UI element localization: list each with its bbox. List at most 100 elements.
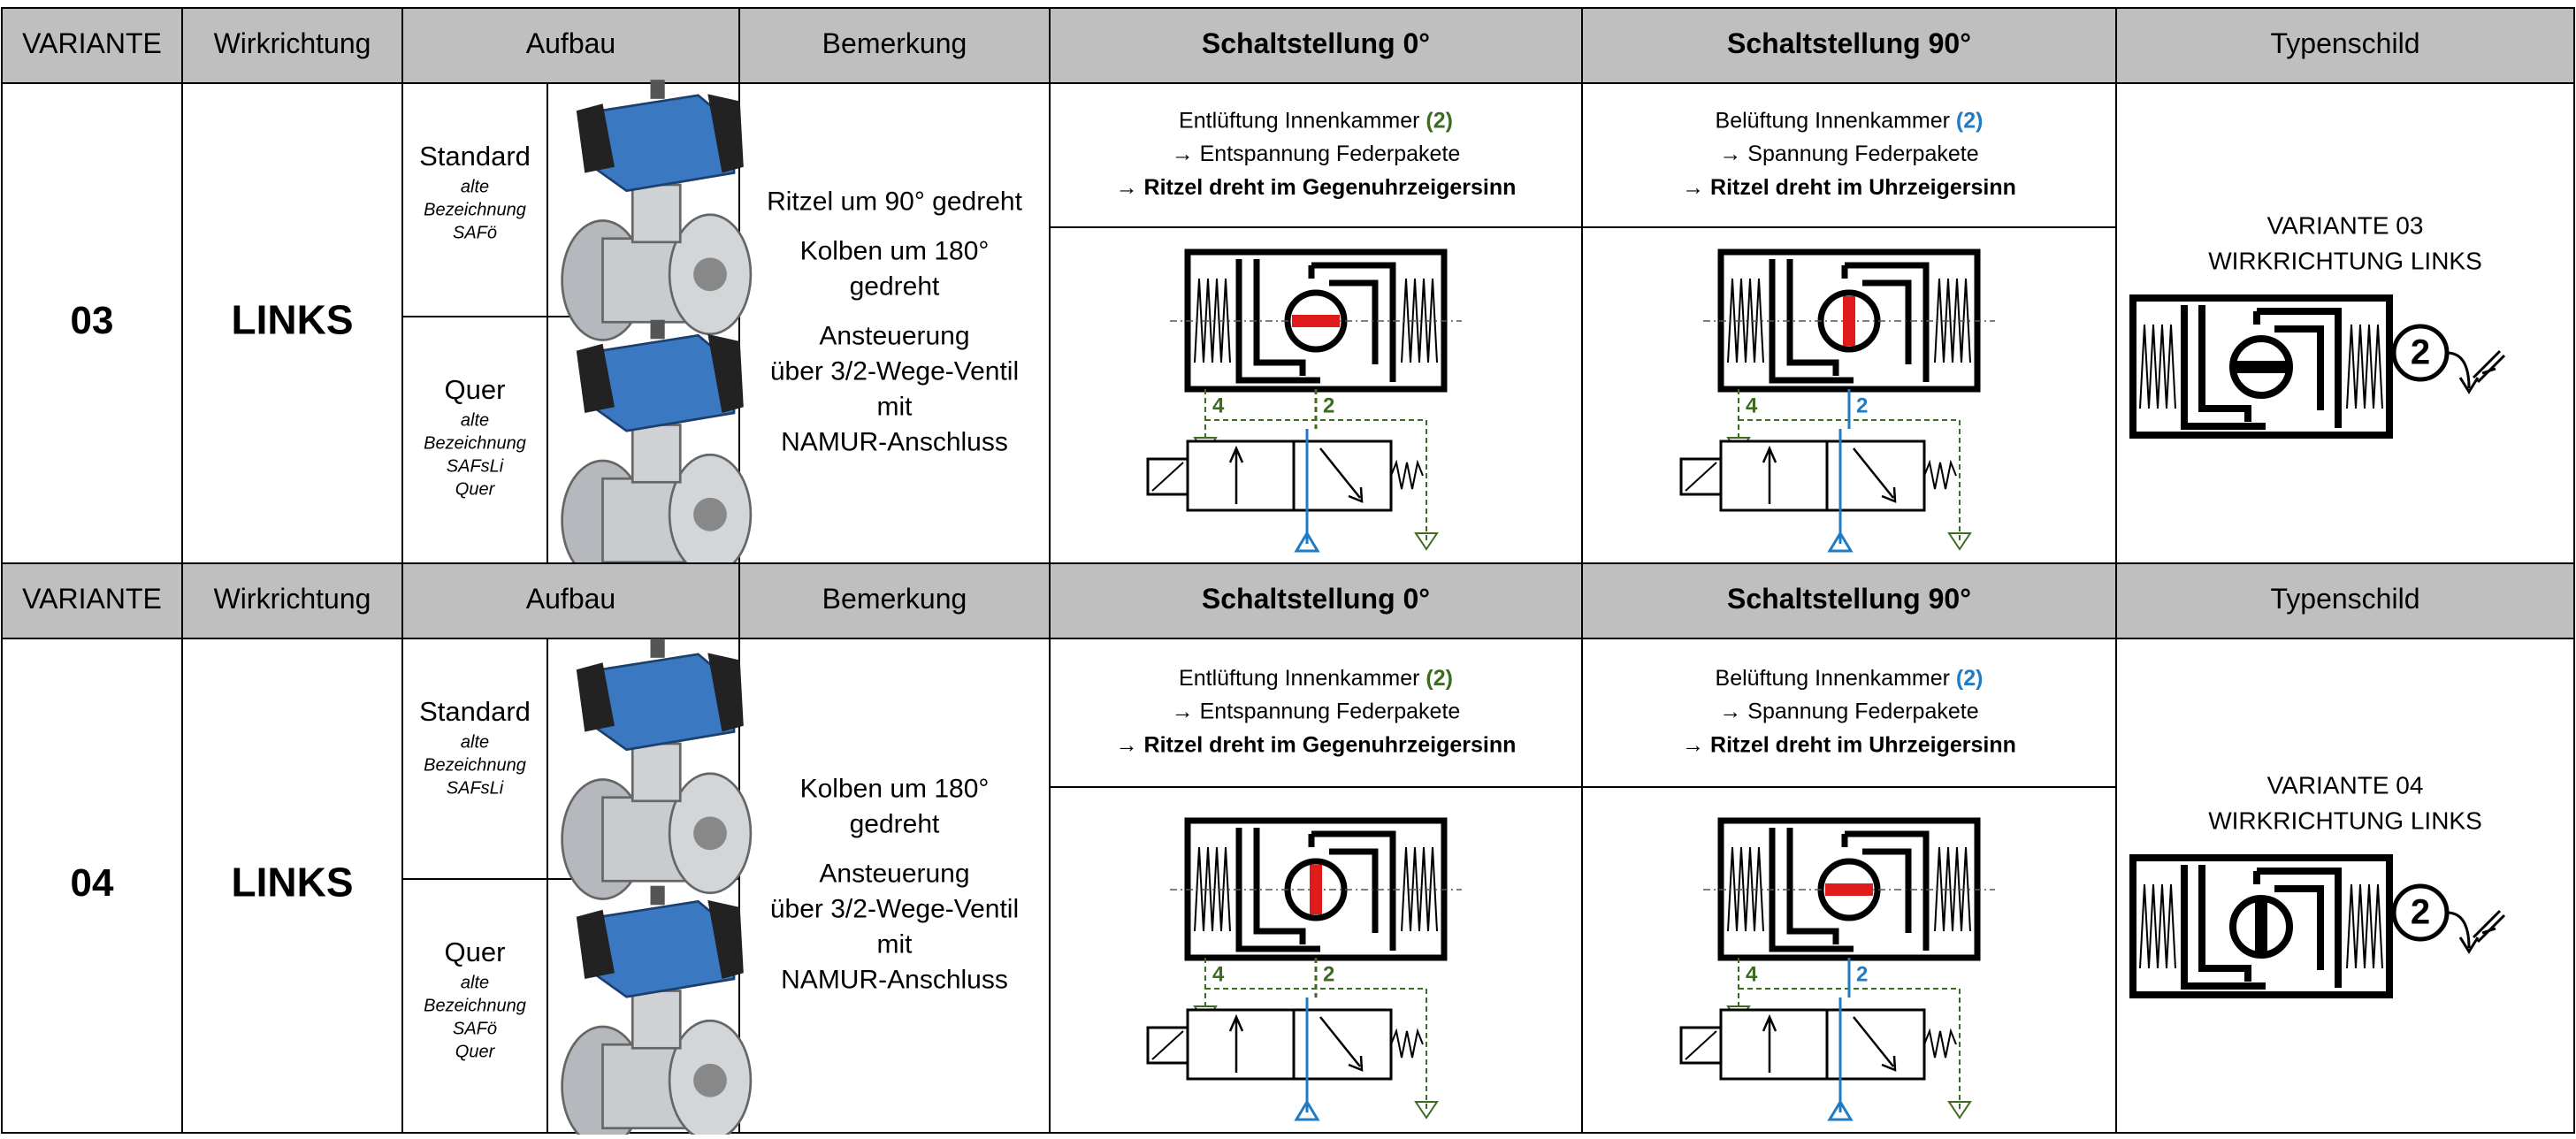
header-label: Aufbau — [526, 27, 615, 59]
supply-tri — [1827, 531, 1854, 553]
aufbau-note: Quer — [455, 1042, 496, 1061]
remark: Ritzel um 90° gedreht — [767, 187, 1022, 216]
piston — [1841, 830, 1930, 951]
direction: LINKS — [232, 297, 354, 343]
flow-arrow — [1853, 1016, 1897, 1072]
variant: 04 — [71, 861, 114, 905]
actuator-cap — [576, 343, 615, 413]
actuator-symbol — [2129, 294, 2393, 439]
port-label: 2 — [1323, 962, 1334, 986]
bracket — [631, 183, 682, 244]
state-line: → Entspannung Federpakete — [1172, 141, 1461, 166]
plate-text: WIRKRICHTUNG LINKS — [2208, 806, 2482, 834]
aufbau-label: Quer — [445, 374, 506, 405]
header-label: Aufbau — [526, 583, 615, 615]
pinion-bar — [1825, 883, 1873, 896]
state-line: Entlüftung Innenkammer (2) — [1179, 666, 1453, 691]
solenoid-diag — [1151, 462, 1184, 492]
aufbau-note: SAFsLi — [447, 456, 504, 476]
body-cell — [2115, 638, 2575, 1134]
aufbau-note: Bezeichnung — [424, 433, 526, 453]
exhaust-arrow — [2446, 909, 2506, 954]
header-label: Schaltstellung 0° — [1202, 583, 1430, 615]
exhaust — [1947, 532, 1972, 551]
remark: Kolben um 180° — [800, 236, 990, 265]
port-line — [1738, 389, 1961, 544]
port-line — [1738, 958, 1961, 1112]
aufbau-note: SAFsLi — [447, 778, 504, 798]
actuator-symbol — [2129, 854, 2393, 998]
bracket — [631, 742, 682, 803]
actuator-cap — [576, 662, 615, 732]
flow-arrow — [1319, 1016, 1364, 1072]
state-line: → Spannung Federpakete — [1719, 699, 1978, 724]
pinion-bar — [1292, 315, 1340, 327]
piston — [1769, 828, 1854, 952]
spring — [1194, 278, 1231, 363]
remark: gedreht — [850, 809, 940, 838]
housing — [2129, 854, 2393, 998]
bore — [693, 816, 727, 851]
port-label: 4 — [1746, 962, 1758, 986]
valve-image — [561, 319, 753, 582]
aufbau-note: alte — [461, 973, 489, 992]
remark: NAMUR-Anschluss — [781, 965, 1008, 994]
plate-text: WIRKRICHTUNG LINKS — [2208, 247, 2482, 274]
port-label: 2 — [1856, 962, 1868, 986]
flow-arrow — [1319, 447, 1364, 503]
valve-image — [561, 638, 753, 900]
exhaust — [1414, 1101, 1439, 1120]
solenoid-diag — [1151, 1030, 1184, 1060]
piston — [2181, 305, 2266, 430]
body-cell — [1, 638, 183, 1134]
spring — [2139, 324, 2176, 409]
header-label: VARIANTE — [22, 583, 162, 615]
housing — [2129, 294, 2393, 439]
actuator-cap — [576, 909, 615, 979]
body-cell — [738, 82, 1051, 564]
supply-tri — [1294, 531, 1320, 553]
bracket — [631, 990, 682, 1050]
piston — [1235, 259, 1320, 384]
state-text: Belüftung Innenkammer — [1716, 108, 1956, 133]
spring — [1934, 278, 1971, 363]
body-cell — [1, 82, 183, 564]
spring — [1934, 846, 1971, 932]
header-label: Typenschild — [2271, 27, 2420, 59]
indicator — [650, 885, 665, 906]
bracket — [631, 424, 682, 484]
spring — [1727, 278, 1764, 363]
aufbau-note: alte — [461, 732, 489, 752]
remark: NAMUR-Anschluss — [781, 427, 1008, 456]
port-ref: (2) — [1426, 108, 1453, 133]
piston — [2253, 308, 2342, 428]
spring — [2346, 324, 2383, 409]
body-cell — [738, 638, 1051, 1134]
supply-tri — [1827, 1099, 1854, 1121]
supply-tri — [1294, 1099, 1320, 1121]
port-line — [1204, 958, 1427, 1112]
state-line: → Ritzel dreht im Uhrzeigersinn — [1682, 175, 2016, 200]
exhaust-arrow — [2446, 349, 2506, 394]
header-label: Schaltstellung 90° — [1727, 27, 1971, 59]
state-line: → Entspannung Federpakete — [1172, 699, 1461, 724]
state-line: Belüftung Innenkammer (2) — [1716, 108, 1984, 133]
bore — [693, 1063, 727, 1097]
piston — [1235, 828, 1320, 952]
port-line — [1204, 389, 1427, 544]
header-label: Bemerkung — [822, 583, 967, 615]
valve-image — [561, 80, 753, 341]
exhaust — [1414, 532, 1439, 551]
actuator-symbol — [1146, 248, 1462, 553]
pinion-bar — [2236, 361, 2286, 373]
body-cell — [181, 82, 403, 564]
aufbau-note: Bezeichnung — [424, 200, 526, 219]
spring — [1727, 846, 1764, 932]
aufbau-label: Standard — [419, 696, 531, 727]
port-label: 4 — [1212, 394, 1225, 417]
variant: 03 — [71, 299, 114, 342]
aufbau-note: SAFö — [453, 1019, 497, 1038]
actuator-cap — [707, 899, 744, 979]
aufbau-note: Bezeichnung — [424, 996, 526, 1015]
